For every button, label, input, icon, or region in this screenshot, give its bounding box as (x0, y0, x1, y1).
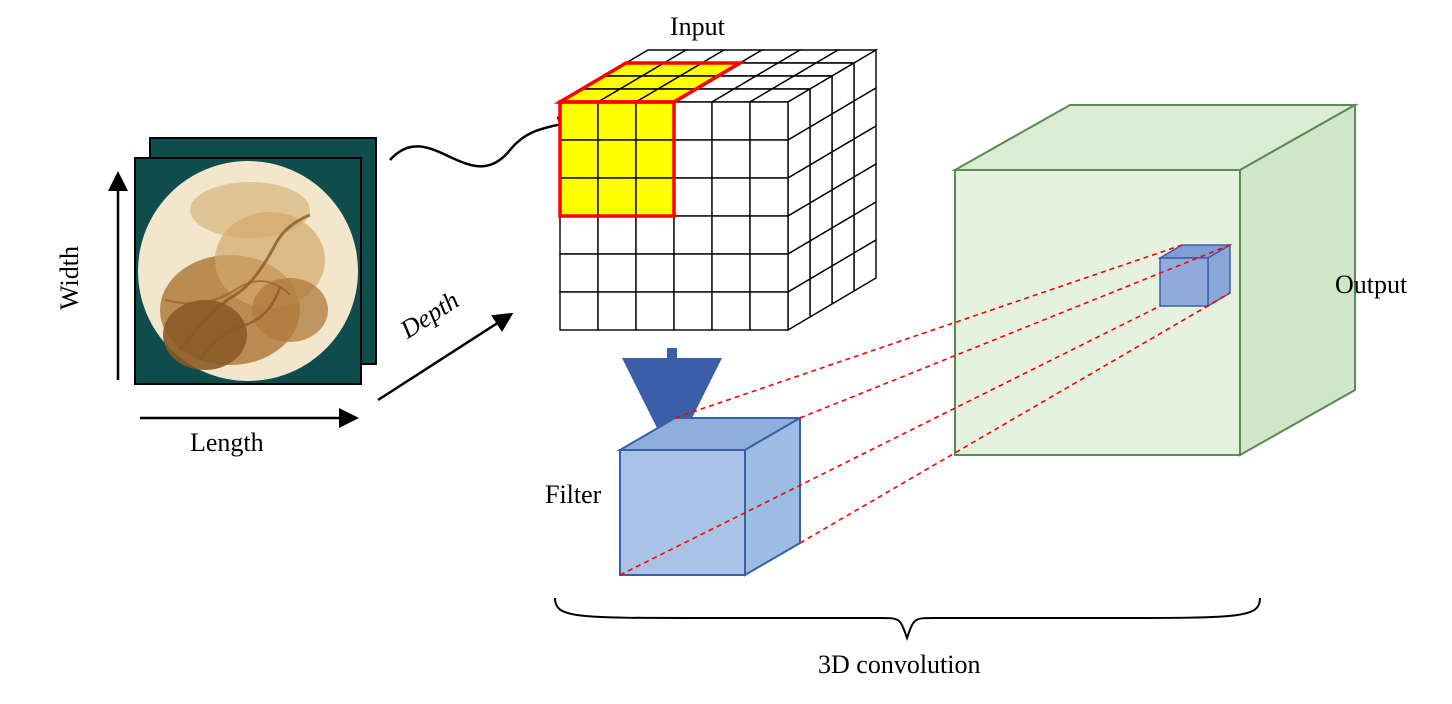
diagram-svg (0, 0, 1452, 704)
depth-axis-arrow (378, 315, 510, 400)
length-label: Length (190, 428, 264, 458)
caption-label: 3D convolution (818, 650, 981, 680)
width-label: Width (55, 246, 85, 310)
wavy-arrow (390, 120, 575, 166)
image-stack (135, 138, 376, 384)
output-label: Output (1335, 270, 1407, 300)
input-volume (560, 50, 876, 330)
filter-label: Filter (545, 480, 601, 510)
filter-cube (620, 418, 800, 575)
bottom-brace (555, 598, 1260, 638)
diagram-root: Input Output Filter Width Length Depth 3… (0, 0, 1452, 704)
output-cube (955, 105, 1355, 455)
small-output-cube (1160, 245, 1230, 306)
input-label: Input (670, 12, 725, 42)
